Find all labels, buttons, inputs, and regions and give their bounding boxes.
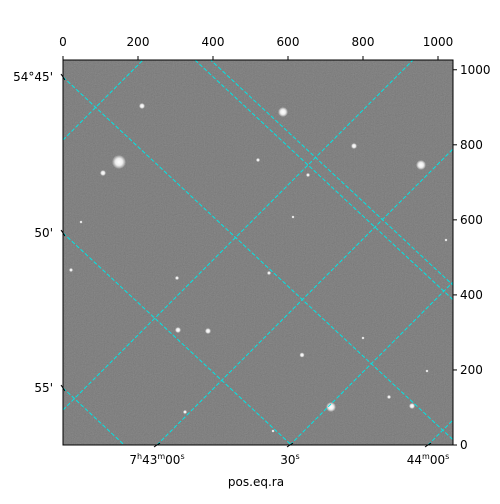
y-tick-label: 0 [460,438,468,452]
dec-tick [60,384,66,392]
dec-tick-label: 54°45' [13,70,53,84]
ra-tick [153,442,161,448]
y-tick-label: 1000 [460,63,491,77]
coordinate-grid [63,60,453,445]
y-tick-label: 400 [460,288,483,302]
dec-tick [60,73,66,81]
dec-tick [60,229,66,237]
ra-tick-label: 7h43m00s [129,452,184,467]
x-tick-label: 200 [127,35,150,49]
ra-tick-label: 44m00s [407,452,450,467]
x-tick-label: 400 [202,35,225,49]
ra-tick [424,442,432,448]
x-tick-label: 1000 [423,35,454,49]
ra-tick-label: 30s [280,452,299,467]
x-tick-label: 600 [277,35,300,49]
dec-tick-label: 55' [34,381,53,395]
sky-image [63,60,453,445]
dec-tick-label: 50' [34,226,53,240]
plot-frame [62,59,454,446]
x-tick-label: 0 [59,35,67,49]
x-axis-label: pos.eq.ra [228,475,284,489]
ra-tick [286,442,294,448]
y-tick-label: 200 [460,363,483,377]
y-tick-label: 600 [460,213,483,227]
x-tick-label: 800 [352,35,375,49]
y-tick-label: 800 [460,138,483,152]
